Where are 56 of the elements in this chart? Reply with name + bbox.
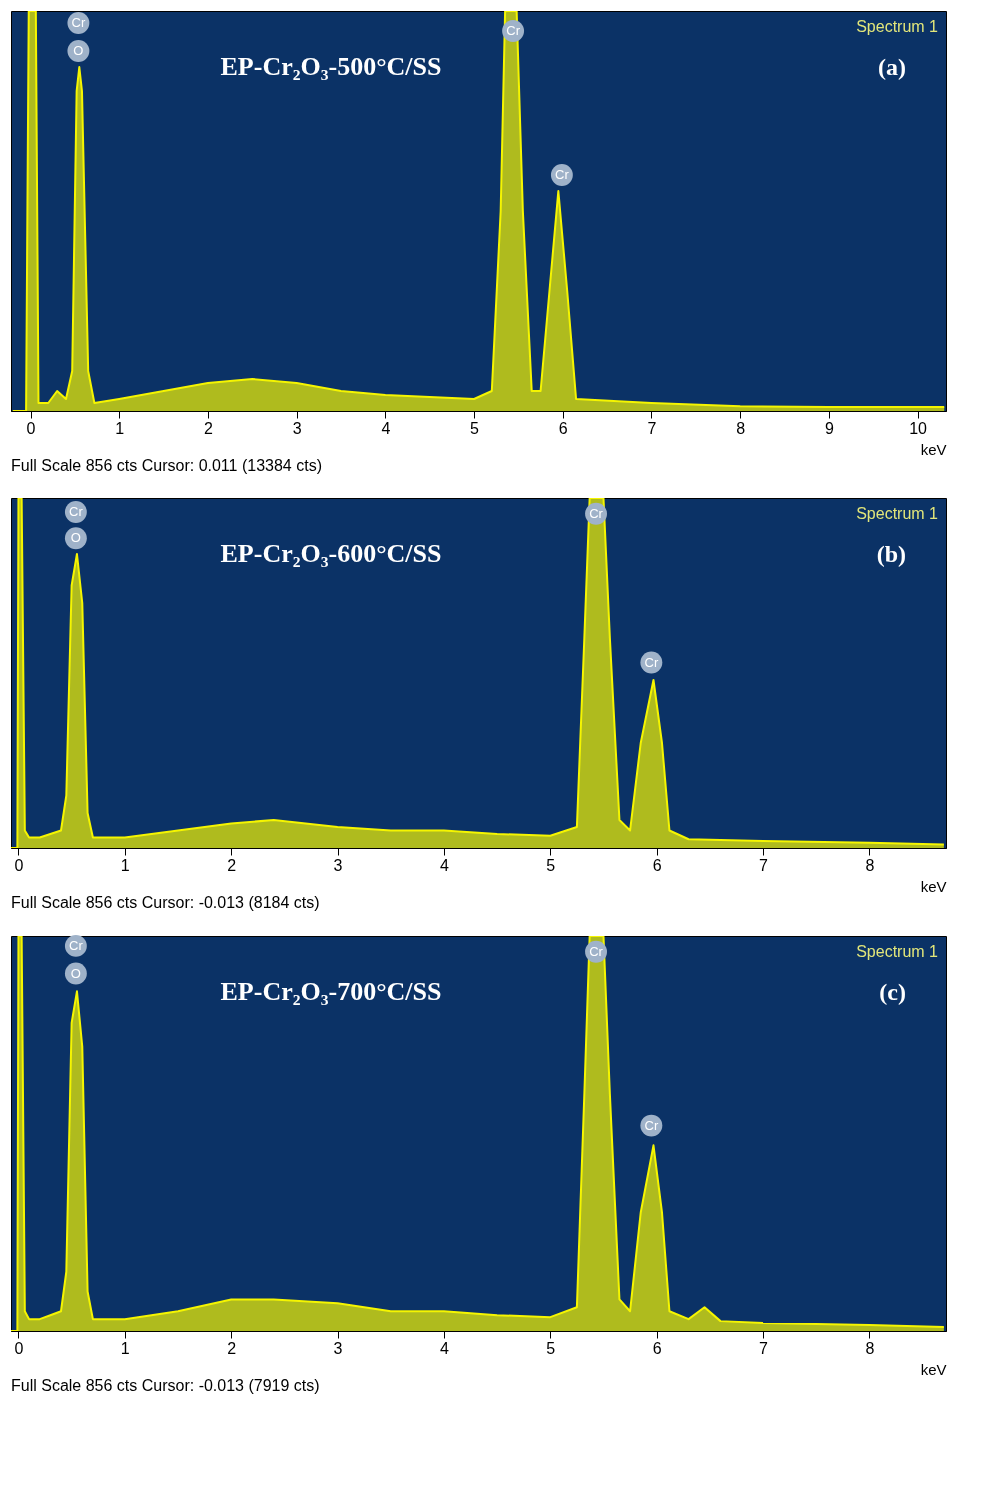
x-tick-label: 0: [14, 856, 24, 874]
text: EP-Cr₂O₃-700°C/SS: [220, 977, 442, 1006]
x-tick-label: 5: [470, 419, 480, 437]
annotation: Cr: [71, 15, 86, 30]
annotation: Cr: [69, 937, 84, 953]
x-tick-label: 8: [865, 856, 875, 874]
annotation: O: [73, 43, 84, 58]
x-tick-label: 6: [558, 419, 568, 437]
x-tick-label: 6: [652, 1339, 662, 1357]
annotation: Cr: [506, 23, 521, 38]
annotation: Spectrum 1: [856, 943, 939, 960]
x-tick-label: 1: [120, 1339, 130, 1357]
x-axis-title: keV: [920, 440, 947, 458]
x-tick-label: 10: [909, 419, 928, 437]
annotation: (c): [879, 979, 906, 1005]
x-tick-label: 2: [203, 419, 213, 437]
x-tick-label: 2: [227, 1339, 237, 1357]
x-tick-label: 9: [824, 419, 834, 437]
x-tick-label: 5: [546, 1339, 556, 1357]
annotation: Spectrum 1: [856, 505, 939, 522]
x-tick-label: 8: [865, 1339, 875, 1357]
text: Full Scale 856 cts Cursor: 0.011 (13384 cts): [11, 457, 322, 474]
x-tick-label: 3: [333, 1339, 343, 1357]
x-tick-label: 0: [14, 1339, 24, 1357]
x-axis-title: keV: [920, 877, 947, 895]
text: Full Scale 856 cts Cursor: -0.013 (7919 cts): [11, 1377, 320, 1394]
x-tick-label: 3: [333, 856, 343, 874]
text: Full Scale 856 cts Cursor: -0.013 (8184 cts): [11, 894, 320, 911]
x-axis-title: keV: [920, 1360, 947, 1378]
annotation: O: [70, 530, 81, 546]
x-tick-label: 5: [546, 856, 556, 874]
x-tick-label: 8: [736, 419, 746, 437]
x-tick-label: 7: [759, 856, 769, 874]
x-tick-label: 2: [227, 856, 237, 874]
annotation: Cr: [644, 654, 659, 670]
annotation: Cr: [589, 505, 604, 521]
annotation: Cr: [589, 943, 604, 959]
x-tick-label: 1: [115, 419, 125, 437]
x-tick-label: 3: [292, 419, 302, 437]
x-tick-label: 6: [652, 856, 662, 874]
annotation: O: [70, 965, 81, 981]
x-tick-label: 7: [647, 419, 657, 437]
text: EP-Cr₂O₃-600°C/SS: [220, 539, 442, 568]
annotation: Cr: [644, 1117, 659, 1133]
x-tick-label: 4: [381, 419, 391, 437]
annotation: Cr: [69, 504, 84, 519]
text: EP-Cr₂O₃-500°C/SS: [220, 52, 442, 81]
x-tick-label: 7: [759, 1339, 769, 1357]
x-tick-label: 1: [120, 856, 130, 874]
x-tick-label: 0: [26, 419, 36, 437]
annotation: Spectrum 1: [856, 18, 939, 35]
x-tick-label: 4: [439, 856, 449, 874]
annotation: Cr: [555, 167, 570, 182]
x-tick-label: 4: [439, 1339, 449, 1357]
annotation: (a): [878, 54, 906, 80]
annotation: (b): [876, 541, 906, 567]
